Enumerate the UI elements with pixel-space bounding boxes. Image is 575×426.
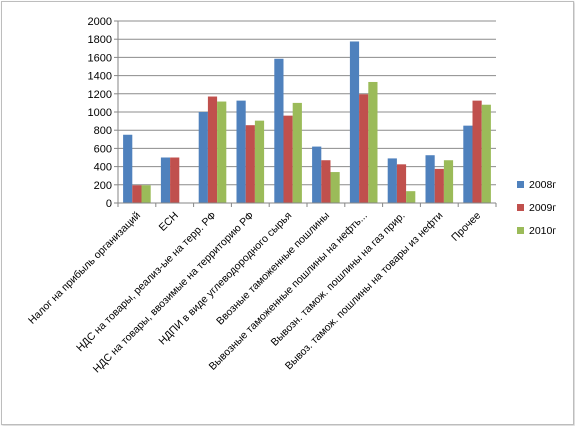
- legend-swatch: [517, 204, 524, 211]
- bar: [396, 164, 407, 203]
- bar: [321, 160, 331, 203]
- category-label: НДПИ в виде углеводородного сырья: [157, 210, 295, 348]
- y-tick-label: 1800: [88, 34, 112, 46]
- legend-swatch: [517, 181, 524, 188]
- bar: [292, 102, 302, 203]
- bars: [123, 41, 491, 203]
- y-axis: 0 200 400 600 800 1000 1200 1400 1600 1800 2000: [88, 16, 119, 210]
- bar: [274, 58, 284, 203]
- y-tick-label: 1200: [88, 89, 112, 101]
- category-label: ЕСН: [157, 210, 181, 234]
- category-label: Прочее: [449, 210, 483, 244]
- bar: [463, 125, 473, 203]
- bar: [368, 81, 378, 203]
- y-tick-label: 0: [106, 198, 112, 210]
- bar: [207, 96, 218, 203]
- bar: [123, 134, 133, 203]
- bar: [245, 125, 255, 203]
- legend: 2008г 2009г 2010г: [517, 179, 556, 237]
- y-tick-label: 1600: [88, 52, 112, 64]
- y-tick-label: 1400: [88, 71, 112, 83]
- legend-swatch: [517, 227, 524, 234]
- bar: [349, 41, 360, 203]
- y-tick-label: 200: [94, 180, 112, 192]
- legend-label: 2009г: [529, 202, 556, 214]
- bar: [160, 157, 171, 203]
- bar: [443, 160, 454, 203]
- bar: [254, 120, 265, 203]
- y-tick-label: 600: [94, 143, 112, 155]
- bar: [387, 158, 397, 203]
- bar: [434, 168, 444, 203]
- legend-label: 2010г: [529, 225, 556, 237]
- bar: [406, 191, 416, 203]
- y-tick-label: 800: [94, 125, 112, 137]
- y-tick-label: 400: [94, 162, 112, 174]
- bar: [132, 185, 142, 203]
- category-label: НДС на товары, реализ-ые на терр. РФ: [74, 210, 219, 355]
- bar: [170, 157, 180, 203]
- y-tick-label: 2000: [88, 16, 112, 28]
- bar: [236, 100, 246, 203]
- bar: [472, 100, 482, 203]
- bar: [283, 115, 293, 203]
- y-tick-label: 1000: [88, 107, 112, 119]
- bar: [198, 112, 208, 203]
- legend-label: 2008г: [529, 179, 556, 191]
- bar: [481, 104, 491, 203]
- bar: [312, 146, 322, 203]
- bar: [141, 185, 151, 203]
- bar: [359, 94, 369, 203]
- gridlines: [118, 20, 496, 204]
- category-label: Вывозн. тамож. пошлины на газ прир.: [269, 210, 408, 349]
- bar: [425, 155, 435, 203]
- bar: [330, 172, 340, 203]
- bar: [217, 101, 227, 203]
